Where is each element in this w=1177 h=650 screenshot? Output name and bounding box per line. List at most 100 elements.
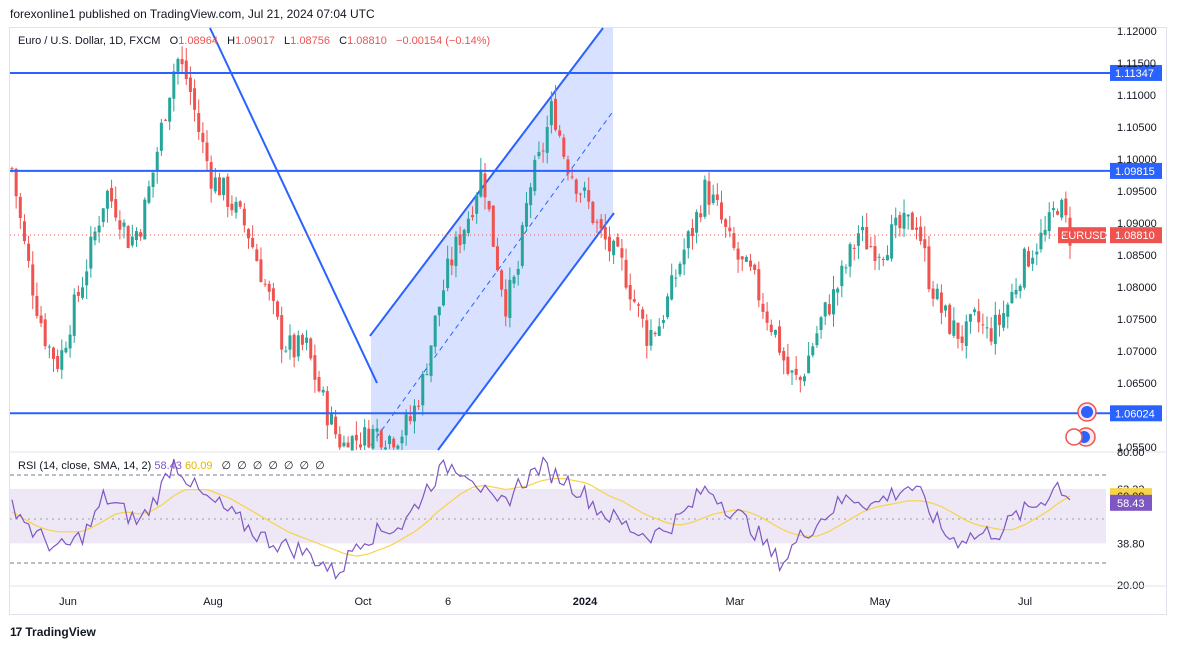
candle: [1056, 208, 1060, 216]
candle: [180, 46, 184, 74]
candle: [508, 267, 512, 328]
candle: [554, 84, 558, 132]
candle: [566, 155, 570, 181]
candle: [989, 317, 993, 346]
candle: [786, 343, 790, 376]
candle: [110, 179, 114, 208]
candle: [392, 436, 396, 450]
candle: [388, 434, 392, 450]
candle: [711, 184, 715, 205]
price-tick-label: 1.06500: [1117, 378, 1157, 390]
price-tick-label: 1.07000: [1117, 346, 1157, 358]
candle: [147, 180, 151, 205]
candle: [599, 214, 603, 238]
candle: [919, 216, 923, 245]
candle: [1060, 198, 1064, 221]
candle: [222, 177, 226, 201]
candle: [429, 345, 433, 383]
candle: [595, 219, 599, 233]
legend-low: 1.08756: [290, 35, 330, 47]
time-label: Oct: [354, 596, 371, 608]
candle: [798, 375, 802, 393]
candle: [657, 318, 661, 336]
level-label-bg-resistance-mid: [1110, 162, 1162, 179]
candle: [317, 370, 321, 393]
time-label: 6: [445, 596, 451, 608]
candle: [545, 115, 549, 164]
candle: [690, 218, 694, 250]
price-tick-label: 1.08500: [1117, 250, 1157, 262]
candle: [765, 302, 769, 331]
candle: [852, 244, 856, 261]
price-tick-label: 1.08000: [1117, 282, 1157, 294]
candle: [603, 214, 607, 250]
candle: [695, 209, 699, 244]
candle: [441, 279, 445, 307]
candle: [105, 189, 109, 223]
candle: [1014, 278, 1018, 299]
candle: [769, 319, 773, 336]
rsi-empty-marker: ∅: [283, 460, 294, 472]
candle: [85, 259, 89, 299]
candle: [1022, 247, 1026, 290]
candle: [898, 211, 902, 237]
candle: [653, 331, 657, 337]
candle: [151, 172, 155, 198]
candle: [159, 118, 163, 156]
candle: [902, 199, 906, 237]
horizontal-levels: 1.11347 1.09815 1.06024 EURUSD 1.08810: [10, 64, 1162, 422]
channel-mid-line: [370, 109, 615, 446]
candle: [209, 155, 213, 203]
publisher-line: forexonline1 published on TradingView.co…: [10, 7, 375, 21]
candle: [259, 247, 263, 283]
rsi-value-tag: 58.43: [1117, 498, 1145, 510]
level-label-resistance-high: 1.11347: [1115, 68, 1154, 80]
candle: [939, 284, 943, 325]
candle: [744, 255, 748, 263]
candle: [371, 424, 375, 450]
candle: [396, 444, 400, 450]
rsi-empty-marker: ∅: [221, 460, 232, 472]
candle: [807, 342, 811, 374]
candle: [284, 346, 288, 353]
legend-change: −0.00154 (−0.14%): [396, 35, 491, 47]
price-legend: Euro / U.S. Dollar, 1D, FXCM O1.08964 H1…: [18, 35, 490, 47]
legend-low-label: L: [284, 35, 291, 47]
candle: [1051, 201, 1055, 218]
candle: [375, 418, 379, 442]
candle: [97, 215, 101, 243]
candle: [558, 125, 562, 138]
candle: [263, 278, 267, 288]
candle: [487, 200, 491, 212]
candle: [72, 288, 76, 343]
candle: [309, 337, 313, 361]
level-label-bg-resistance-high: [1110, 64, 1162, 81]
candle: [126, 224, 130, 249]
candle: [670, 263, 674, 301]
candle: [197, 99, 201, 140]
candle: [761, 293, 765, 319]
candle: [740, 255, 744, 272]
legend-high: 1.09017: [235, 35, 275, 47]
chart-frame: [9, 27, 1167, 615]
rsi-line: [11, 456, 1071, 580]
candle: [176, 57, 180, 85]
candle: [578, 192, 582, 203]
time-label: Jul: [1018, 596, 1032, 608]
candle: [334, 409, 338, 439]
candle: [773, 329, 777, 338]
candle: [1027, 246, 1031, 268]
candle: [437, 306, 441, 327]
price-tick-label: 1.09500: [1117, 186, 1157, 198]
candle: [475, 192, 479, 224]
candle: [616, 233, 620, 248]
candle: [296, 330, 300, 362]
candle: [620, 238, 624, 271]
candle: [271, 282, 275, 315]
footer-brand[interactable]: 17 TradingView: [10, 625, 96, 639]
candle: [840, 260, 844, 298]
candle: [1064, 191, 1068, 223]
candle: [997, 309, 1001, 337]
